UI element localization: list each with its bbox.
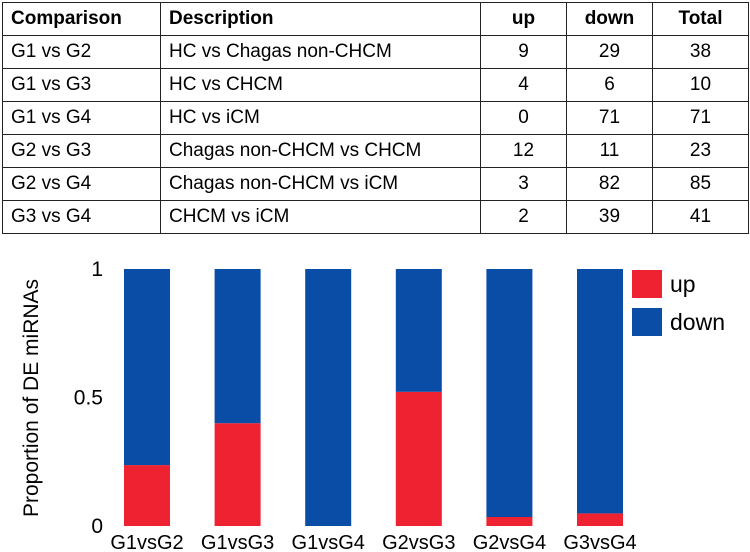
cell-up: 9 [480, 35, 567, 69]
bar-up-g1vsg2 [124, 465, 170, 526]
bar-up-g2vsg3 [395, 391, 442, 526]
cell-up: 4 [480, 68, 567, 102]
de-mirna-table: Comparison Description up down Total G1 … [2, 2, 749, 234]
bar-down-g2vsg4 [486, 269, 533, 518]
cell-comparison: G2 vs G3 [2, 134, 161, 168]
legend-label-up: up [670, 271, 696, 297]
cell-down: 11 [566, 134, 653, 168]
table-header-row: Comparison Description up down Total [2, 2, 749, 36]
cell-description: Chagas non-CHCM vs CHCM [160, 134, 481, 168]
x-tick-label: G3vsG4 [563, 532, 636, 552]
cell-comparison: G3 vs G4 [2, 200, 161, 234]
cell-down: 39 [566, 200, 653, 234]
header-description: Description [160, 2, 481, 36]
table-row: G1 vs G4 HC vs iCM 0 71 71 [2, 101, 749, 135]
cell-total: 23 [652, 134, 749, 168]
x-tick-label: G2vsG3 [382, 532, 455, 552]
cell-total: 10 [652, 68, 749, 102]
x-tick-label: G2vsG4 [473, 532, 546, 552]
table-row: G2 vs G3 Chagas non-CHCM vs CHCM 12 11 2… [2, 134, 749, 168]
cell-up: 3 [480, 167, 567, 201]
bar-down-g1vsg4 [305, 269, 352, 526]
cell-comparison: G2 vs G4 [2, 167, 161, 201]
table-row: G1 vs G2 HC vs Chagas non-CHCM 9 29 38 [2, 35, 749, 69]
cell-up: 0 [480, 101, 567, 135]
x-tick-label: G1vsG4 [292, 532, 365, 552]
table-row: G3 vs G4 CHCM vs iCM 2 39 41 [2, 200, 749, 234]
table-row: G2 vs G4 Chagas non-CHCM vs iCM 3 82 85 [2, 167, 749, 201]
legend-swatch-down [632, 308, 662, 336]
legend-swatch-up [632, 270, 662, 298]
de-mirna-table-container: Comparison Description up down Total G1 … [2, 2, 749, 234]
legend: up down [632, 270, 725, 336]
header-comparison: Comparison [2, 2, 161, 36]
y-tick-label: 0.5 [74, 387, 103, 410]
cell-up: 12 [480, 134, 567, 168]
bar-up-g2vsg4 [486, 517, 533, 526]
bar-down-g3vsg4 [577, 269, 623, 514]
cell-comparison: G1 vs G4 [2, 101, 161, 135]
bar-up-g3vsg4 [577, 513, 623, 526]
cell-total: 41 [652, 200, 749, 234]
cell-description: HC vs iCM [160, 101, 481, 135]
header-total: Total [652, 2, 749, 36]
y-axis-label: Proportion of DE miRNAs [20, 279, 43, 517]
table-row: G1 vs G3 HC vs CHCM 4 6 10 [2, 68, 749, 102]
cell-down: 6 [566, 68, 653, 102]
header-down: down [566, 2, 653, 36]
cell-up: 2 [480, 200, 567, 234]
cell-description: HC vs Chagas non-CHCM [160, 35, 481, 69]
x-axis-ticks: G1vsG2 G1vsG3 G1vsG4 G2vsG3 G2vsG4 G3vsG4 [110, 532, 636, 552]
bar-down-g1vsg2 [124, 269, 170, 466]
bar-down-g1vsg3 [214, 269, 261, 424]
y-axis-ticks: 00.51 [74, 258, 103, 538]
legend-label-down: down [670, 309, 725, 335]
cell-description: Chagas non-CHCM vs iCM [160, 167, 481, 201]
bars [124, 269, 623, 526]
bar-up-g1vsg3 [214, 423, 261, 526]
x-tick-label: G1vsG2 [110, 532, 183, 552]
cell-description: HC vs CHCM [160, 68, 481, 102]
bar-down-g2vsg3 [395, 269, 442, 392]
y-tick-label: 1 [91, 258, 103, 281]
y-tick-label: 0 [91, 515, 103, 538]
x-tick-label: G1vsG3 [201, 532, 274, 552]
cell-description: CHCM vs iCM [160, 200, 481, 234]
